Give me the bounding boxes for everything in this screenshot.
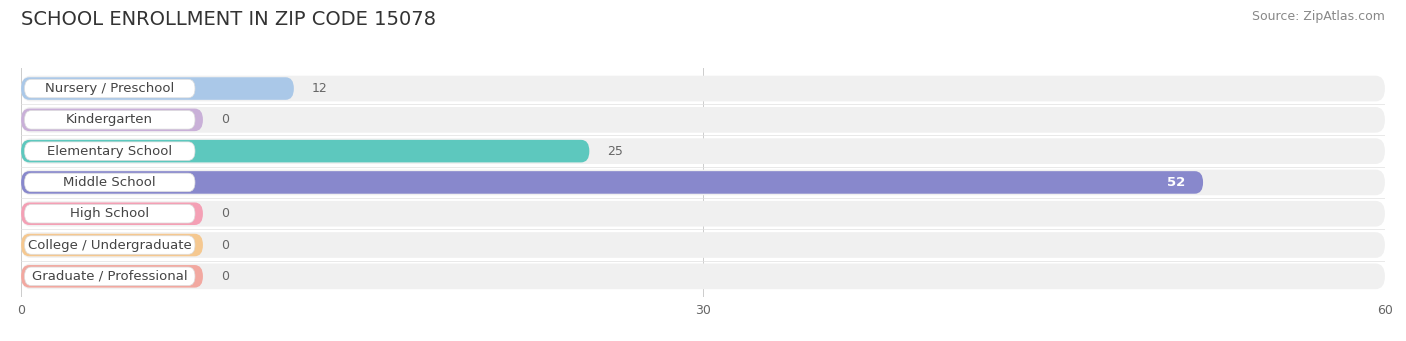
Text: 0: 0 bbox=[221, 113, 229, 126]
Text: High School: High School bbox=[70, 207, 149, 220]
Text: 25: 25 bbox=[607, 145, 623, 158]
FancyBboxPatch shape bbox=[21, 108, 202, 131]
FancyBboxPatch shape bbox=[21, 138, 1385, 164]
FancyBboxPatch shape bbox=[21, 77, 294, 100]
FancyBboxPatch shape bbox=[21, 76, 1385, 101]
FancyBboxPatch shape bbox=[24, 79, 195, 98]
FancyBboxPatch shape bbox=[24, 267, 195, 285]
Text: 52: 52 bbox=[1167, 176, 1185, 189]
Text: Nursery / Preschool: Nursery / Preschool bbox=[45, 82, 174, 95]
FancyBboxPatch shape bbox=[24, 236, 195, 254]
FancyBboxPatch shape bbox=[21, 265, 202, 287]
FancyBboxPatch shape bbox=[24, 205, 195, 223]
FancyBboxPatch shape bbox=[21, 171, 1204, 194]
FancyBboxPatch shape bbox=[24, 173, 195, 192]
Text: 0: 0 bbox=[221, 270, 229, 283]
FancyBboxPatch shape bbox=[21, 169, 1385, 195]
FancyBboxPatch shape bbox=[24, 110, 195, 129]
Text: 0: 0 bbox=[221, 207, 229, 220]
FancyBboxPatch shape bbox=[21, 234, 202, 256]
Text: 0: 0 bbox=[221, 239, 229, 252]
FancyBboxPatch shape bbox=[24, 142, 195, 160]
Text: Elementary School: Elementary School bbox=[48, 145, 173, 158]
FancyBboxPatch shape bbox=[21, 232, 1385, 258]
Text: Source: ZipAtlas.com: Source: ZipAtlas.com bbox=[1251, 10, 1385, 23]
FancyBboxPatch shape bbox=[21, 201, 1385, 226]
FancyBboxPatch shape bbox=[21, 264, 1385, 289]
Text: College / Undergraduate: College / Undergraduate bbox=[28, 239, 191, 252]
FancyBboxPatch shape bbox=[21, 107, 1385, 133]
FancyBboxPatch shape bbox=[21, 203, 202, 225]
Text: Graduate / Professional: Graduate / Professional bbox=[32, 270, 187, 283]
Text: 12: 12 bbox=[312, 82, 328, 95]
Text: SCHOOL ENROLLMENT IN ZIP CODE 15078: SCHOOL ENROLLMENT IN ZIP CODE 15078 bbox=[21, 10, 436, 29]
Text: Kindergarten: Kindergarten bbox=[66, 113, 153, 126]
Text: Middle School: Middle School bbox=[63, 176, 156, 189]
FancyBboxPatch shape bbox=[21, 140, 589, 162]
